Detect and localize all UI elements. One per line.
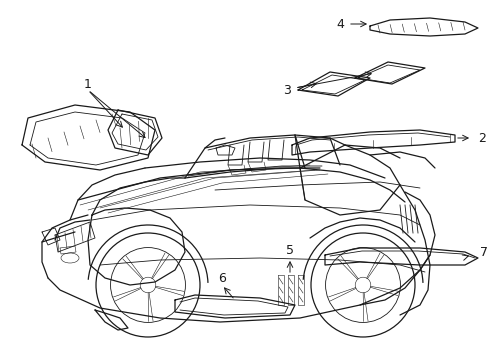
Text: 2: 2 bbox=[477, 131, 485, 144]
Text: 1: 1 bbox=[84, 78, 92, 91]
Text: 6: 6 bbox=[218, 271, 225, 284]
Text: 4: 4 bbox=[335, 18, 343, 31]
Text: 7: 7 bbox=[479, 246, 487, 258]
Text: 3: 3 bbox=[283, 84, 290, 96]
Text: 5: 5 bbox=[285, 243, 293, 256]
